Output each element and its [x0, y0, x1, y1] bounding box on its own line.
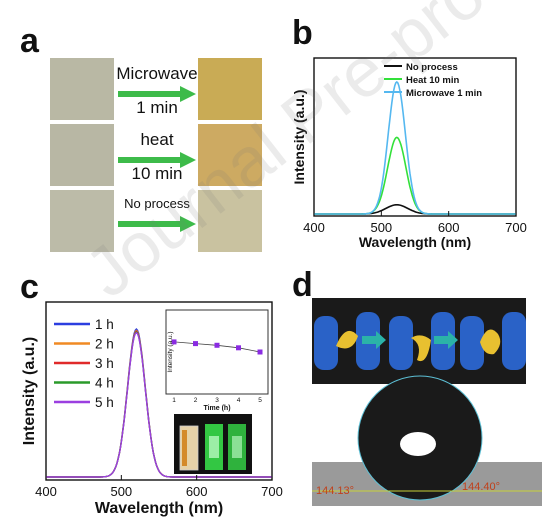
x-tick-label: 500 — [110, 484, 132, 499]
contact-angle-left: 144.13° — [316, 485, 354, 497]
series-line — [46, 331, 272, 478]
inset-point — [193, 341, 198, 347]
glove-left — [314, 316, 338, 370]
chart-c: 400 500 600 700 Wavelength (nm) Intensity (a.… — [21, 301, 283, 517]
inset-point — [214, 342, 220, 348]
panel-b-letter: b — [292, 14, 313, 52]
inset-point — [236, 345, 241, 351]
plot-frame — [313, 57, 517, 217]
x-tick-label: 400 — [35, 484, 57, 499]
teal-arrow-shaft — [362, 336, 376, 344]
swatch-after — [198, 190, 262, 252]
swatch-before — [50, 124, 114, 186]
legend-label: No process — [406, 62, 458, 73]
inset-frame — [165, 309, 269, 395]
teal-arrow-head — [448, 331, 458, 349]
legend-label: 1 h — [95, 317, 114, 332]
inset-x-tick-label: 1 — [172, 397, 176, 404]
x-axis-label: Wavelength (nm) — [95, 500, 223, 517]
inset-x-tick-label: 3 — [215, 397, 219, 404]
legend-label: 2 h — [95, 337, 114, 352]
arrow-label-top: No process — [124, 196, 190, 211]
x-tick-label: 500 — [370, 220, 392, 235]
arrow-shaft — [118, 91, 182, 97]
swatch-before — [50, 190, 114, 252]
x-tick-label: 700 — [505, 220, 527, 235]
chart-b: 400 500 600 700 Wavelength (nm) Intensity (a.… — [291, 57, 527, 250]
panel-d-photos: 144.13° 144.40° — [312, 298, 542, 506]
vial-glow-core-1 — [209, 436, 219, 458]
x-tick-label: 600 — [186, 484, 208, 499]
green-arrow-icon — [118, 152, 196, 168]
film-piece — [411, 335, 431, 362]
glove-right — [502, 312, 526, 370]
x-tick-label: 600 — [438, 220, 460, 235]
green-arrow-icon — [118, 86, 196, 102]
glove-left — [389, 316, 413, 370]
arrow-shaft — [118, 157, 182, 163]
legend-label: 5 h — [95, 395, 114, 410]
green-arrow-icon — [118, 216, 196, 232]
inset-y-axis-label: Intensity (a.u.) — [167, 331, 174, 372]
x-tick-label: 400 — [303, 220, 325, 235]
arrow-head — [180, 216, 196, 232]
inset-x-tick-label: 5 — [258, 397, 262, 404]
inset-x-axis-label: Time (h) — [203, 405, 230, 412]
glove-left — [460, 316, 484, 370]
panel-a-letter: a — [20, 22, 39, 60]
inset-x-tick-label: 2 — [194, 397, 198, 404]
legend-label: Microwave 1 min — [406, 88, 482, 99]
swatch-before — [50, 58, 114, 120]
film-piece — [336, 330, 358, 349]
inset-point — [171, 339, 177, 345]
vial-daylight-band — [182, 430, 187, 466]
arrow-head — [180, 86, 196, 102]
arrow-label-bottom: 10 min — [131, 164, 183, 183]
plot-frame — [45, 301, 273, 481]
arrow-label-bottom: 1 min — [136, 98, 178, 117]
contact-angle-right: 144.40° — [462, 481, 500, 493]
swatch-after — [198, 124, 262, 186]
y-axis-label: Intensity (a.u.) — [291, 90, 307, 185]
series-line — [314, 204, 516, 215]
x-axis-label: Wavelength (nm) — [359, 234, 471, 250]
teal-arrow-head — [376, 331, 386, 349]
x-tick-label: 700 — [261, 484, 283, 499]
inset-x-tick-label: 4 — [237, 397, 241, 404]
legend-label: Heat 10 min — [406, 75, 460, 86]
film-piece — [480, 329, 501, 355]
panel-d-letter: d — [292, 266, 313, 304]
teal-arrow-shaft — [434, 336, 448, 344]
arrow-label-top: heat — [140, 130, 174, 149]
vial-glow-core-2 — [232, 436, 242, 458]
legend-label: 4 h — [95, 376, 114, 391]
droplet-highlight — [400, 432, 436, 456]
panel-c-letter: c — [20, 268, 39, 306]
y-axis-label: Intensity (a.u.) — [21, 337, 38, 445]
swatch-after — [198, 58, 262, 120]
series-line — [314, 80, 516, 215]
arrow-shaft — [118, 221, 182, 227]
inset-point — [257, 349, 263, 355]
arrow-label-top: Microwave — [116, 64, 198, 83]
legend-label: 3 h — [95, 356, 114, 371]
arrow-head — [180, 152, 196, 168]
